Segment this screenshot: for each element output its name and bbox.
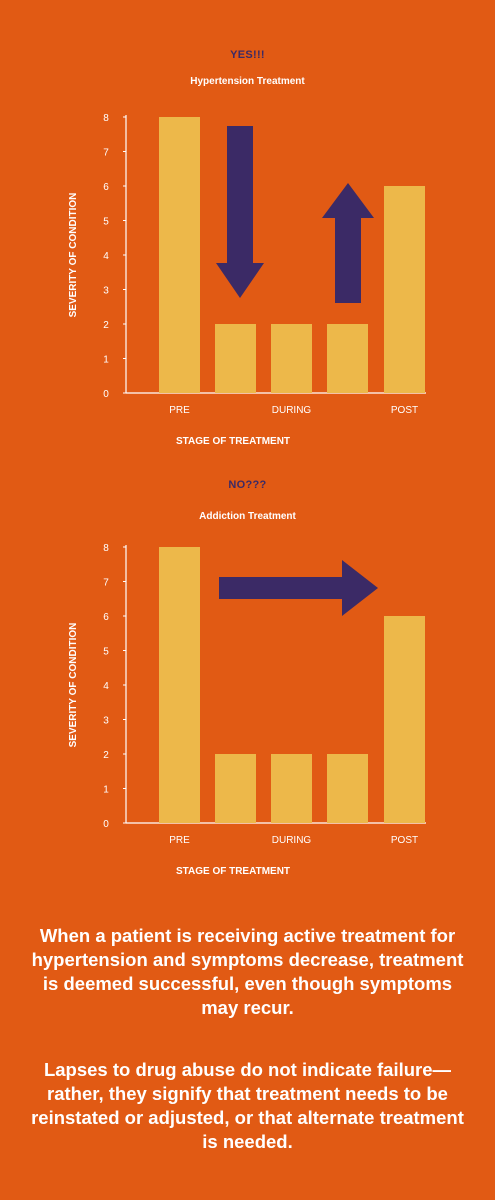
arrow-right-icon [219,560,378,616]
chart-1-hypertension: 0 1 2 3 4 5 6 7 8 PRE DURING POST STAGE OF TREATMENT… [68,113,426,447]
y-tick-label: 0 [103,389,109,400]
x-tick-label: DURING [272,405,312,416]
y-tick-label: 2 [103,320,109,331]
bar-1 [159,117,200,393]
chart-2-addiction: 0 1 2 3 4 5 6 7 8 PRE DURING POST STAGE OF TREATMENT… [68,543,426,877]
y-tick-label: 7 [103,578,109,589]
y-tick-label: 5 [103,217,109,228]
y-tick-label: 8 [103,543,109,554]
y-axis-label: SEVERITY OF CONDITION [68,193,79,318]
x-tick-label: PRE [169,405,190,416]
x-axis-label: STAGE OF TREATMENT [176,436,290,447]
y-tick-label: 6 [103,182,109,193]
y-tick-label: 2 [103,750,109,761]
y-tick-label: 3 [103,286,109,297]
bar-3 [271,754,312,823]
y-tick-label: 5 [103,647,109,658]
chart-1-title: Hypertension Treatment [190,76,305,87]
caption-hypertension: When a patient is receiving active treat… [31,925,464,1018]
bar-1 [159,547,200,823]
bar-5 [384,186,425,393]
y-tick-label: 7 [103,148,109,159]
y-tick-label: 6 [103,612,109,623]
chart-2-verdict: NO??? [228,479,267,491]
y-tick-label: 4 [103,251,109,262]
arrow-up-icon [322,183,374,303]
y-tick-label: 8 [103,113,109,124]
y-tick-label: 3 [103,716,109,727]
bar-4 [327,754,368,823]
x-tick-label: PRE [169,835,190,846]
chart-2-title: Addiction Treatment [199,511,296,522]
bar-2 [215,324,256,393]
y-axis-label: SEVERITY OF CONDITION [68,623,79,748]
x-tick-label: DURING [272,835,312,846]
x-axis-label: STAGE OF TREATMENT [176,866,290,877]
y-tick-label: 0 [103,819,109,830]
x-tick-label: POST [391,405,418,416]
arrow-down-icon [216,126,264,298]
bar-3 [271,324,312,393]
bar-5 [384,616,425,823]
bar-2 [215,754,256,823]
chart-1-verdict: YES!!! [230,49,265,61]
y-tick-label: 1 [103,355,109,366]
caption-addiction: Lapses to drug abuse do not indicate fai… [31,1059,464,1152]
y-tick-label: 1 [103,785,109,796]
y-tick-label: 4 [103,681,109,692]
bar-4 [327,324,368,393]
x-tick-label: POST [391,835,418,846]
